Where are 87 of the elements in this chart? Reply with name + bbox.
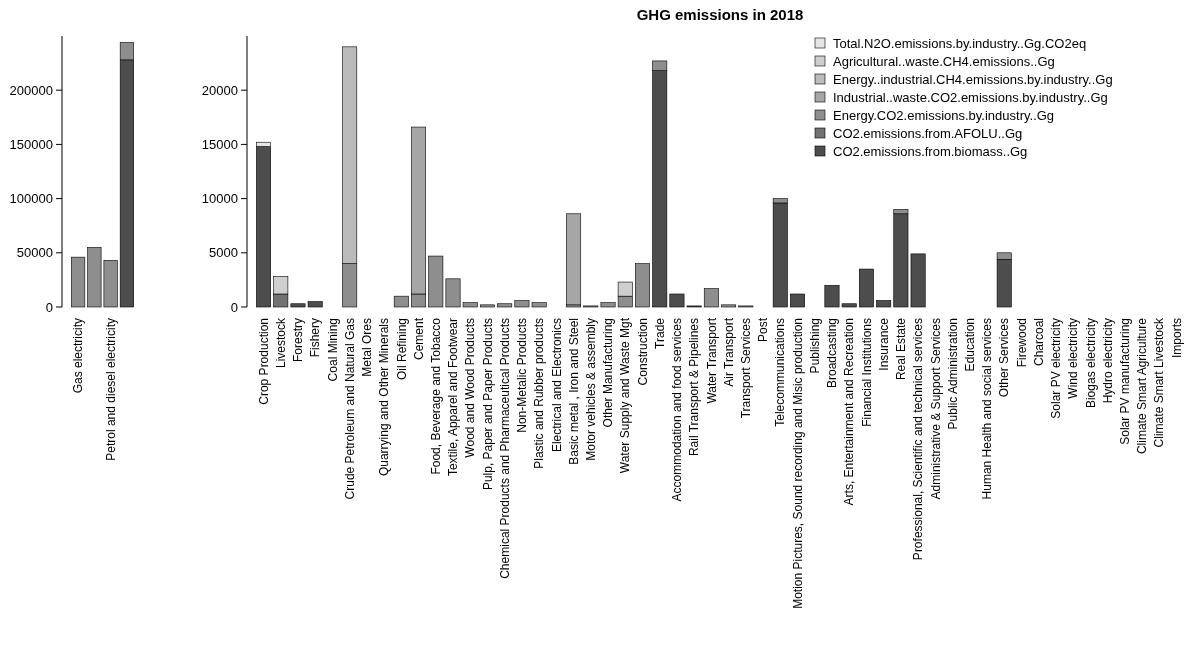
bar	[858, 268, 874, 308]
legend-label: Energy.CO2.emissions.by.industry..Gg	[833, 107, 1055, 123]
legend-label: Total.N2O.emissions.by.industry..Gg.CO2eq	[833, 35, 1087, 51]
bar	[703, 288, 719, 308]
x-tick-label: Real Estate	[894, 317, 909, 381]
x-tick-label: Cement	[411, 317, 426, 361]
x-tick-label: Education	[962, 318, 977, 372]
y-tick-label: 200000	[9, 82, 53, 98]
x-tick-label: Rail Transport & Pipelines	[687, 318, 702, 457]
x-tick-label: Basic metal , Iron and Steel	[566, 318, 581, 465]
y-tick-label: 15000	[201, 136, 238, 152]
x-tick-label: Oil Refining	[394, 318, 409, 381]
x-tick-label: Trade	[652, 317, 667, 349]
x-tick-label: Food, Beverage and Tobacco	[428, 317, 443, 475]
x-tick-label: Broadcasting	[825, 318, 840, 389]
y-tick-label: 5000	[209, 245, 238, 261]
legend-label: CO2.emissions.from.AFOLU..Gg	[833, 125, 1023, 141]
legend-label: Industrial..waste.CO2.emissions.by.industry..Gg	[833, 89, 1108, 105]
x-tick-label: Imports	[1169, 318, 1184, 359]
y-tick-label: 100000	[9, 191, 53, 207]
x-tick-label: Fishery	[308, 318, 323, 358]
y-tick-label: 0	[230, 299, 238, 315]
x-tick-label: Human Health and social services	[980, 318, 995, 500]
x-tick-label: Climate Smart Livestock	[1152, 317, 1167, 448]
x-tick-label: Forestry	[291, 318, 306, 363]
bar	[721, 304, 737, 308]
x-tick-label: Wind electricity	[1066, 318, 1081, 399]
x-tick-label: Crude Petroleum and Natural Gas	[342, 318, 357, 500]
x-tick-label: Professional, Scientific and technical services	[911, 318, 926, 561]
x-tick-label: Administrative & Support Services	[928, 318, 943, 500]
bar	[393, 295, 409, 308]
x-tick-label: Metal Ores	[360, 318, 375, 377]
x-tick-label: Pulp, Paper and Paper Products	[480, 318, 495, 491]
x-tick-label: Charcoal	[1031, 318, 1046, 367]
x-tick-label: Quarrying and Other Minerals	[377, 318, 392, 477]
x-tick-label: Wood and Wood Products	[463, 318, 478, 458]
x-tick-label: Chemical Products and Pharmaceutical Products	[497, 318, 512, 579]
x-tick-label: Insurance	[876, 317, 891, 371]
x-tick-label: Electrical and Electronics	[549, 318, 564, 453]
y-tick-label: 150000	[9, 136, 53, 152]
x-tick-label: Water Transport	[704, 317, 719, 404]
bar	[497, 303, 513, 308]
x-tick-label: Public Administration	[945, 318, 960, 430]
x-tick-label: Plastic and Rubber products	[532, 318, 547, 469]
bar	[71, 256, 86, 308]
y-tick-label: 50000	[16, 245, 53, 261]
x-tick-label: Publishing	[807, 318, 822, 374]
x-tick-label: Petrol and diesel electricity	[103, 318, 118, 461]
legend-label: CO2.emissions.from.biomass..Gg	[833, 143, 1028, 159]
y-tick-label: 10000	[201, 191, 238, 207]
x-tick-label: Transport Services	[739, 318, 754, 419]
y-tick-label: 0	[45, 299, 53, 315]
x-tick-label: Livestock	[273, 317, 288, 369]
x-tick-label: Firewood	[1014, 318, 1029, 368]
x-tick-label: Post	[756, 317, 771, 343]
bar	[790, 293, 805, 308]
x-tick-label: Arts, Entertainment and Recreation	[842, 318, 857, 506]
x-tick-label: Gas electricity	[71, 318, 86, 394]
x-tick-label: Accommodation and food services	[670, 318, 685, 502]
x-tick-label: Non-Metalic Products	[515, 318, 530, 433]
bar	[876, 300, 892, 308]
x-tick-label: Motion Pictures, Sound recording and Misic production	[790, 318, 805, 609]
x-tick-label: Climate Smart Agriculture	[1135, 317, 1150, 455]
x-tick-label: Coal Mining	[325, 318, 340, 382]
x-tick-label: Air Transport	[721, 317, 736, 387]
bar	[256, 146, 271, 308]
x-tick-label: Financial Institutions	[859, 318, 874, 427]
x-tick-label: Telecommunications	[773, 318, 788, 427]
x-tick-label: Hydro electricity	[1100, 318, 1115, 404]
x-tick-label: Other Services	[997, 318, 1012, 398]
bar	[566, 213, 582, 306]
bar	[480, 304, 495, 308]
chart-title: GHG emissions in 2018	[636, 6, 804, 23]
x-tick-label: Other Manufacturing	[601, 318, 616, 428]
bar	[772, 202, 788, 308]
y-tick-label: 20000	[201, 82, 238, 98]
x-tick-label: Solar PV manufacturing	[1118, 318, 1132, 445]
x-tick-label: Water Supply and Waste Mgt	[618, 317, 633, 474]
x-tick-label: Biogas electricity	[1083, 318, 1098, 409]
legend-label: Energy..industrial.CH4.emissions.by.industry..Gg	[833, 71, 1113, 87]
legend-label: Agricultural..waste.CH4.emissions..Gg	[833, 53, 1055, 69]
bar	[635, 263, 650, 308]
x-tick-label: Construction	[635, 318, 650, 386]
x-tick-label: Motor vehicles & assembly	[584, 318, 599, 461]
x-tick-label: Textile, Apparel and Footwear	[446, 318, 461, 477]
x-tick-label: Solar PV electricity	[1049, 318, 1064, 419]
x-tick-label: Crop Production	[256, 318, 271, 405]
